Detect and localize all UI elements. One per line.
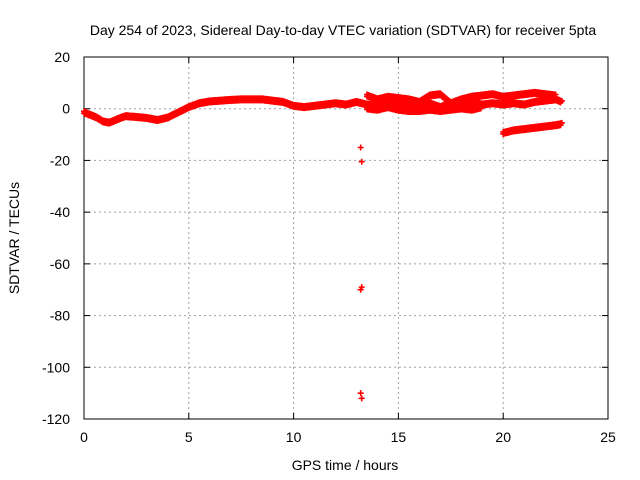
y-tick-label: -20 [50,152,70,168]
data-points [81,88,565,402]
data-point [558,119,565,126]
y-tick-label: -80 [50,308,70,324]
data-point [358,284,365,291]
chart-title: Day 254 of 2023, Sidereal Day-to-day VTE… [90,22,597,38]
data-point [552,91,559,98]
data-point [479,103,486,110]
data-point [358,158,365,165]
data-point [358,395,365,402]
data-point [558,97,565,104]
x-tick-label: 5 [185,429,193,445]
grid-lines [84,57,608,419]
x-tick-label: 20 [495,429,511,445]
data-point [357,390,364,397]
x-axis-label: GPS time / hours [292,457,399,473]
y-tick-label: -40 [50,204,70,220]
y-axis-label: SDTVAR / TECUs [6,182,22,294]
x-tick-label: 0 [80,429,88,445]
x-tick-label: 15 [391,429,407,445]
x-tick-label: 25 [600,429,616,445]
y-tick-label: -120 [42,411,70,427]
y-tick-label: -60 [50,256,70,272]
x-tick-label: 10 [286,429,302,445]
axis-ticks: 0 5 10 15 20 25 -120 -100 -80 -60 -40 -20 0 20 [42,49,616,445]
y-tick-label: 20 [54,49,70,65]
data-point [357,144,364,151]
y-tick-label: 0 [62,101,70,117]
plot-frame [83,56,609,420]
y-tick-label: -100 [42,359,70,375]
